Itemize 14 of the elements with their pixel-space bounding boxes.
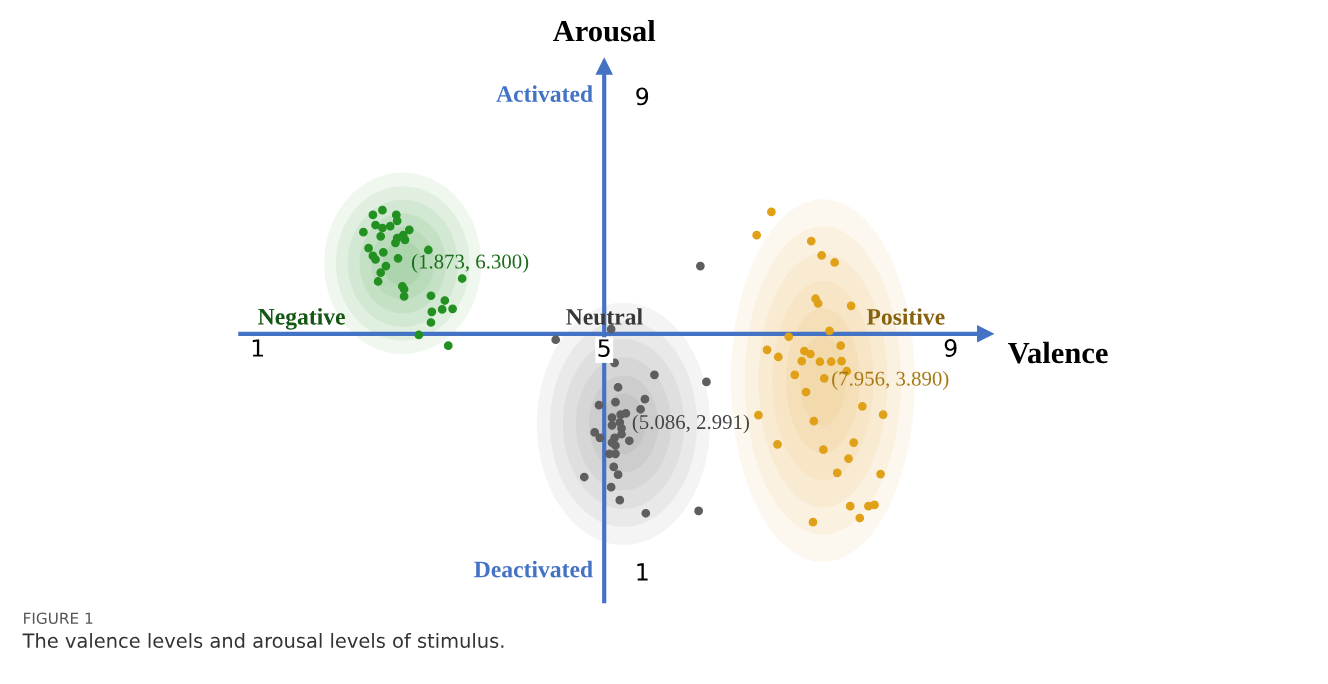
text: The valence levels and arousal levels of stimulus. bbox=[22, 632, 504, 649]
x-tick-label: 9 bbox=[944, 339, 957, 357]
annotation: Activated bbox=[496, 85, 593, 102]
y-axis-title: Arousal bbox=[553, 19, 656, 42]
x-tick-label: 1 bbox=[252, 339, 264, 357]
caption: FIGURE 1 bbox=[24, 612, 93, 625]
annotation: (1.873, 6.300) bbox=[411, 253, 529, 273]
x-axis-title: Valence bbox=[1008, 341, 1108, 364]
annotation: (5.086, 2.991) bbox=[632, 414, 749, 434]
annotation: (7.956, 3.890) bbox=[832, 371, 949, 390]
annotation: Positive bbox=[866, 308, 945, 325]
x-tick-label: 5 bbox=[598, 339, 610, 357]
annotation: Deactivated bbox=[474, 560, 593, 578]
annotation: Negative bbox=[258, 308, 345, 330]
